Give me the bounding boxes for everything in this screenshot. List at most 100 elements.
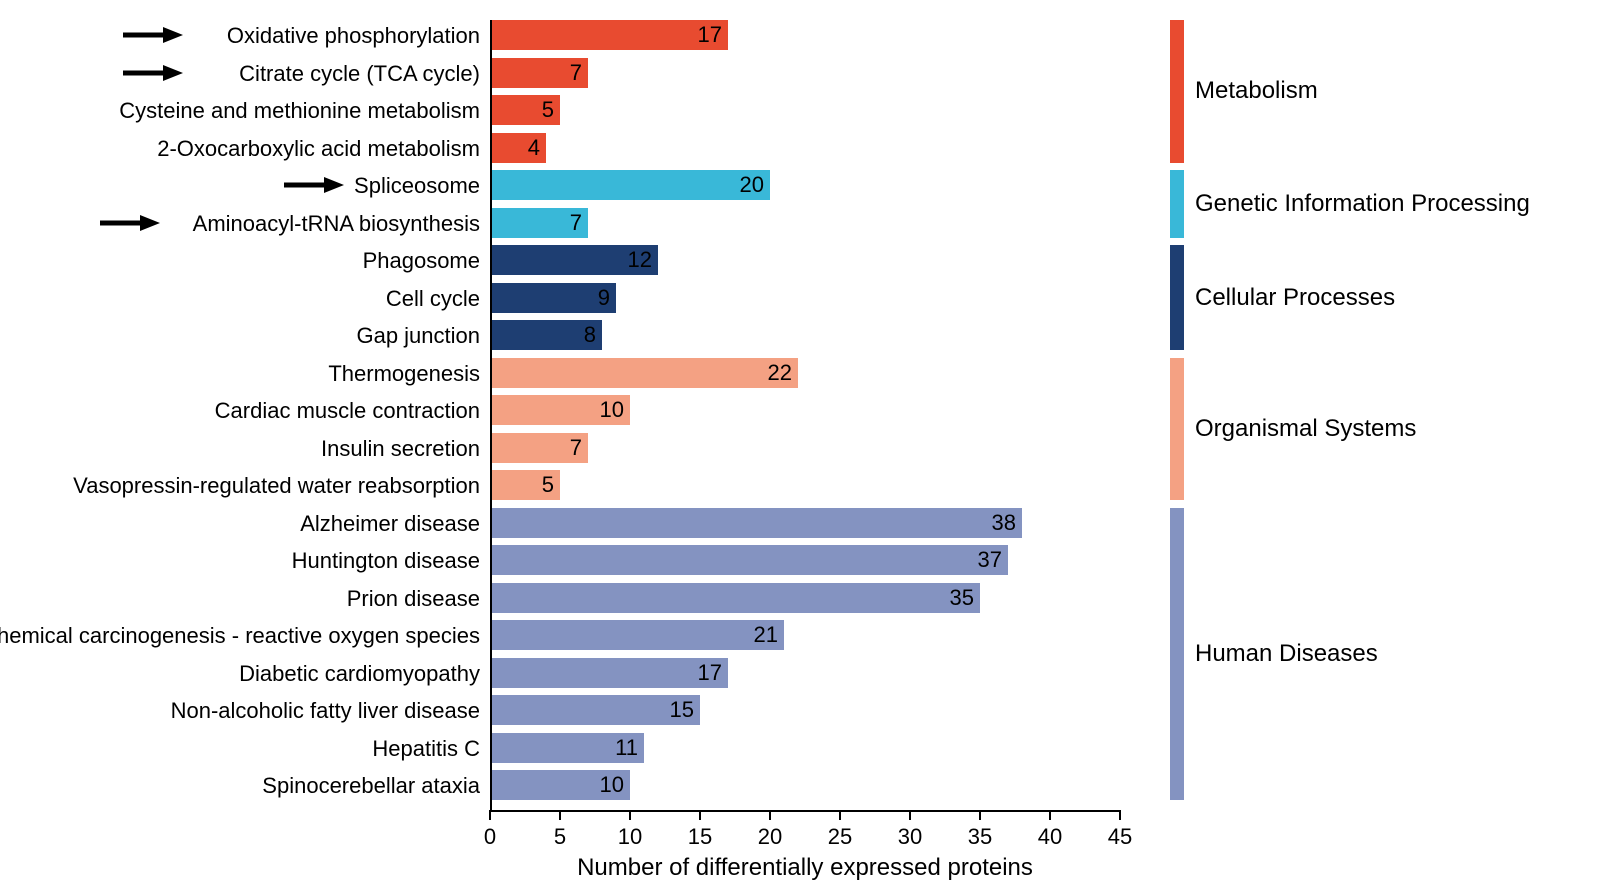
bar-value-label: 5 bbox=[542, 97, 554, 123]
bar: 21 bbox=[490, 620, 784, 650]
x-tick bbox=[769, 810, 771, 820]
bar-row: 38 bbox=[490, 508, 1022, 538]
bar-value-label: 7 bbox=[570, 60, 582, 86]
bar: 5 bbox=[490, 95, 560, 125]
bar: 15 bbox=[490, 695, 700, 725]
y-axis-label: Non-alcoholic fatty liver disease bbox=[171, 698, 480, 724]
y-axis-label: 2-Oxocarboxylic acid metabolism bbox=[157, 136, 480, 162]
bar: 20 bbox=[490, 170, 770, 200]
x-tick bbox=[629, 810, 631, 820]
y-axis-label: Phagosome bbox=[363, 248, 480, 274]
bar-value-label: 11 bbox=[615, 735, 638, 761]
bar: 35 bbox=[490, 583, 980, 613]
x-tick-label: 10 bbox=[618, 824, 642, 850]
bar: 7 bbox=[490, 433, 588, 463]
bar-row: 22 bbox=[490, 358, 798, 388]
plot-area: 1775420712982210753837352117151110 bbox=[490, 20, 1120, 810]
bar-row: 11 bbox=[490, 733, 644, 763]
y-axis-label: Cardiac muscle contraction bbox=[215, 398, 480, 424]
bar: 12 bbox=[490, 245, 658, 275]
bar-row: 17 bbox=[490, 658, 728, 688]
x-tick-label: 45 bbox=[1108, 824, 1132, 850]
bar-value-label: 7 bbox=[570, 210, 582, 236]
bar-value-label: 9 bbox=[598, 285, 610, 311]
x-tick bbox=[699, 810, 701, 820]
bar-row: 9 bbox=[490, 283, 616, 313]
bar-row: 37 bbox=[490, 545, 1008, 575]
x-tick bbox=[979, 810, 981, 820]
bar-value-label: 7 bbox=[570, 435, 582, 461]
legend-color-bar bbox=[1170, 20, 1184, 163]
x-tick bbox=[1119, 810, 1121, 820]
y-axis-label: Chemical carcinogenesis - reactive oxyge… bbox=[0, 623, 480, 649]
bar-row: 15 bbox=[490, 695, 700, 725]
bar: 10 bbox=[490, 395, 630, 425]
bar: 5 bbox=[490, 470, 560, 500]
legend-label: Metabolism bbox=[1195, 77, 1318, 105]
bar-row: 5 bbox=[490, 470, 560, 500]
arrow-icon bbox=[121, 63, 181, 83]
legend-label: Organismal Systems bbox=[1195, 415, 1416, 443]
bar-value-label: 38 bbox=[992, 510, 1016, 536]
bar-value-label: 17 bbox=[698, 660, 722, 686]
chart-container: 1775420712982210753837352117151110 05101… bbox=[0, 0, 1600, 895]
x-tick-label: 20 bbox=[758, 824, 782, 850]
bar: 7 bbox=[490, 58, 588, 88]
bar-row: 7 bbox=[490, 208, 588, 238]
y-axis-label: Cysteine and methionine metabolism bbox=[119, 98, 480, 124]
bar: 10 bbox=[490, 770, 630, 800]
x-tick bbox=[1049, 810, 1051, 820]
legend-color-bar bbox=[1170, 508, 1184, 801]
x-tick bbox=[909, 810, 911, 820]
x-tick-label: 35 bbox=[968, 824, 992, 850]
bar: 7 bbox=[490, 208, 588, 238]
x-tick bbox=[489, 810, 491, 820]
bar: 22 bbox=[490, 358, 798, 388]
y-axis-label: Prion disease bbox=[347, 586, 480, 612]
bar-row: 7 bbox=[490, 433, 588, 463]
x-tick-label: 15 bbox=[688, 824, 712, 850]
y-axis-label: Huntington disease bbox=[292, 548, 480, 574]
x-axis bbox=[490, 810, 1120, 812]
bar-value-label: 4 bbox=[528, 135, 540, 161]
bar: 8 bbox=[490, 320, 602, 350]
legend-color-bar bbox=[1170, 245, 1184, 350]
x-tick bbox=[839, 810, 841, 820]
bar: 38 bbox=[490, 508, 1022, 538]
legend-label: Genetic Information Processing bbox=[1195, 190, 1530, 218]
bar-value-label: 8 bbox=[584, 322, 596, 348]
x-tick bbox=[559, 810, 561, 820]
bar-value-label: 17 bbox=[698, 22, 722, 48]
bar: 17 bbox=[490, 658, 728, 688]
bar-value-label: 37 bbox=[978, 547, 1002, 573]
bar: 4 bbox=[490, 133, 546, 163]
bar-row: 10 bbox=[490, 770, 630, 800]
y-axis-label: Vasopressin-regulated water reabsorption bbox=[73, 473, 480, 499]
bar-value-label: 20 bbox=[740, 172, 764, 198]
bar-value-label: 5 bbox=[542, 472, 554, 498]
legend-color-bar bbox=[1170, 358, 1184, 501]
bar-row: 7 bbox=[490, 58, 588, 88]
y-axis bbox=[490, 20, 492, 812]
x-tick-label: 30 bbox=[898, 824, 922, 850]
y-axis-label: Spliceosome bbox=[354, 173, 480, 199]
legend-label: Human Diseases bbox=[1195, 640, 1378, 668]
arrow-icon bbox=[121, 25, 181, 45]
bar-value-label: 10 bbox=[600, 397, 624, 423]
y-axis-label: Cell cycle bbox=[386, 286, 480, 312]
y-axis-label: Alzheimer disease bbox=[300, 511, 480, 537]
y-axis-label: Diabetic cardiomyopathy bbox=[239, 661, 480, 687]
x-tick-label: 5 bbox=[554, 824, 566, 850]
arrow-icon bbox=[98, 213, 158, 233]
legend-label: Cellular Processes bbox=[1195, 284, 1395, 312]
x-tick-label: 25 bbox=[828, 824, 852, 850]
y-axis-label: Gap junction bbox=[356, 323, 480, 349]
bar-value-label: 22 bbox=[768, 360, 792, 386]
bar-value-label: 21 bbox=[754, 622, 778, 648]
bar-value-label: 15 bbox=[670, 697, 694, 723]
bar: 37 bbox=[490, 545, 1008, 575]
bar-row: 20 bbox=[490, 170, 770, 200]
x-axis-title: Number of differentially expressed prote… bbox=[490, 854, 1120, 882]
y-axis-label: Hepatitis C bbox=[372, 736, 480, 762]
y-axis-label: Insulin secretion bbox=[321, 436, 480, 462]
